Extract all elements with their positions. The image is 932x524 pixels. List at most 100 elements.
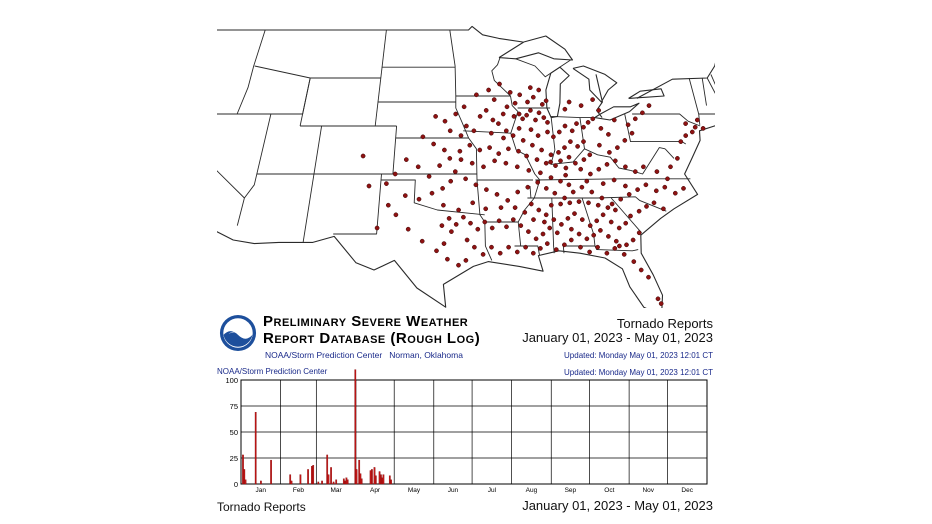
x-tick-label: Dec: [681, 487, 693, 494]
tornado-report-point: [524, 153, 529, 159]
tornado-report-point: [431, 141, 436, 147]
tornado-report-point: [562, 195, 567, 201]
footer-date-range: January 01, 2023 - May 01, 2023: [522, 498, 713, 513]
tornado-report-point: [646, 274, 651, 280]
tornado-report-point: [480, 252, 486, 257]
tornado-report-points: [360, 81, 706, 306]
tornado-report-point: [622, 138, 628, 143]
tornado-report-point: [522, 210, 528, 215]
tornado-report-point: [500, 111, 506, 117]
daily-count-bar: [371, 469, 373, 485]
daily-count-bar: [244, 479, 247, 485]
tornado-report-point: [505, 198, 511, 203]
us-tornado-map: [217, 0, 715, 308]
tornado-report-point: [441, 202, 446, 208]
tornado-report-point: [578, 166, 584, 172]
tornado-report-point: [607, 150, 612, 155]
tornado-report-point: [456, 262, 461, 268]
tornado-report-point: [538, 170, 543, 176]
tornado-report-point: [496, 151, 502, 156]
tornado-report-point: [468, 220, 473, 226]
daily-count-bar: [332, 481, 335, 485]
tornado-report-point: [511, 114, 517, 119]
tornado-report-point: [490, 117, 496, 123]
daily-count-bar: [360, 478, 363, 485]
tornado-report-point: [464, 237, 470, 243]
tornado-report-point: [594, 218, 600, 224]
tornado-report-point: [661, 206, 666, 212]
tornado-report-point: [662, 184, 668, 190]
tornado-report-point: [452, 169, 458, 174]
tornado-report-point: [442, 118, 448, 124]
tornado-report-point: [611, 177, 617, 183]
daily-tornado-chart: 0 25 50 75 100 Jan Feb Mar Apr May Jun Jul Aug Sep Oct…: [217, 366, 715, 496]
tornado-report-point: [651, 200, 657, 206]
tornado-report-point: [463, 258, 469, 263]
tornado-report-point: [581, 124, 586, 130]
tornado-report-point: [426, 174, 432, 179]
date-range-label: January 01, 2023 - May 01, 2023: [522, 330, 713, 345]
tornado-report-point: [568, 237, 574, 243]
tornado-report-point: [531, 217, 536, 222]
tornado-report-point: [658, 301, 664, 306]
tornado-report-point: [569, 226, 574, 232]
tornado-report-point: [655, 296, 661, 302]
tornado-report-point: [668, 164, 673, 170]
tornado-report-point: [587, 152, 593, 158]
tornado-report-point: [598, 228, 603, 233]
tornado-report-point: [616, 225, 622, 231]
tornado-report-point: [576, 199, 582, 204]
tornado-report-point: [605, 205, 611, 210]
tornado-report-point: [681, 186, 686, 191]
daily-count-bar: [354, 369, 357, 485]
tornado-report-point: [433, 114, 438, 119]
tornado-report-point: [453, 222, 459, 227]
tornado-report-point: [585, 120, 591, 125]
tornado-report-point: [587, 223, 593, 228]
tornado-report-point: [494, 192, 500, 197]
tornado-report-point: [590, 97, 595, 102]
tornado-report-point: [442, 147, 447, 153]
daily-count-bar: [374, 475, 377, 485]
tornado-report-point: [604, 250, 610, 256]
tornado-report-point: [524, 112, 529, 118]
tornado-report-point: [528, 201, 534, 207]
tornado-report-point: [510, 217, 516, 222]
tornado-report-point: [489, 244, 494, 250]
tornado-report-point: [415, 164, 421, 170]
x-tick-label: Oct: [604, 487, 614, 494]
tornado-report-point: [525, 99, 530, 105]
tornado-report-point: [447, 156, 453, 161]
daily-count-bar: [290, 480, 293, 485]
tornado-report-point: [543, 160, 549, 166]
tornado-report-point: [548, 152, 554, 158]
daily-count-bar: [299, 474, 302, 485]
tornado-report-point: [553, 247, 559, 252]
tornado-report-figure: Preliminary Severe Weather Report Databa…: [217, 0, 715, 524]
tornado-report-point: [457, 148, 463, 154]
tornado-report-point: [597, 142, 602, 148]
tornado-report-point: [461, 104, 467, 110]
tornado-report-point: [588, 171, 593, 177]
chart-credit-label: NOAA/Storm Prediction Center: [217, 367, 328, 376]
tornado-report-point: [405, 226, 411, 232]
tornado-report-point: [683, 133, 689, 138]
tornado-report-point: [393, 212, 399, 218]
tornado-report-point: [581, 139, 586, 144]
tornado-report-point: [591, 232, 597, 238]
tornado-report-point: [672, 190, 678, 196]
tornado-report-point: [566, 154, 572, 160]
tornado-report-point: [640, 110, 645, 116]
tornado-report-point: [600, 212, 606, 218]
tornado-report-point: [506, 244, 511, 250]
tornado-report-point: [496, 218, 502, 224]
tornado-report-point: [445, 256, 450, 262]
tornado-report-point: [613, 207, 618, 213]
tornado-report-point: [562, 123, 568, 129]
tornado-report-point: [518, 223, 524, 228]
state-boundaries: [217, 29, 715, 261]
daily-count-bar: [382, 474, 385, 485]
tornado-report-point: [558, 178, 563, 184]
tornado-report-point: [635, 187, 640, 192]
tornado-report-point: [516, 148, 521, 154]
